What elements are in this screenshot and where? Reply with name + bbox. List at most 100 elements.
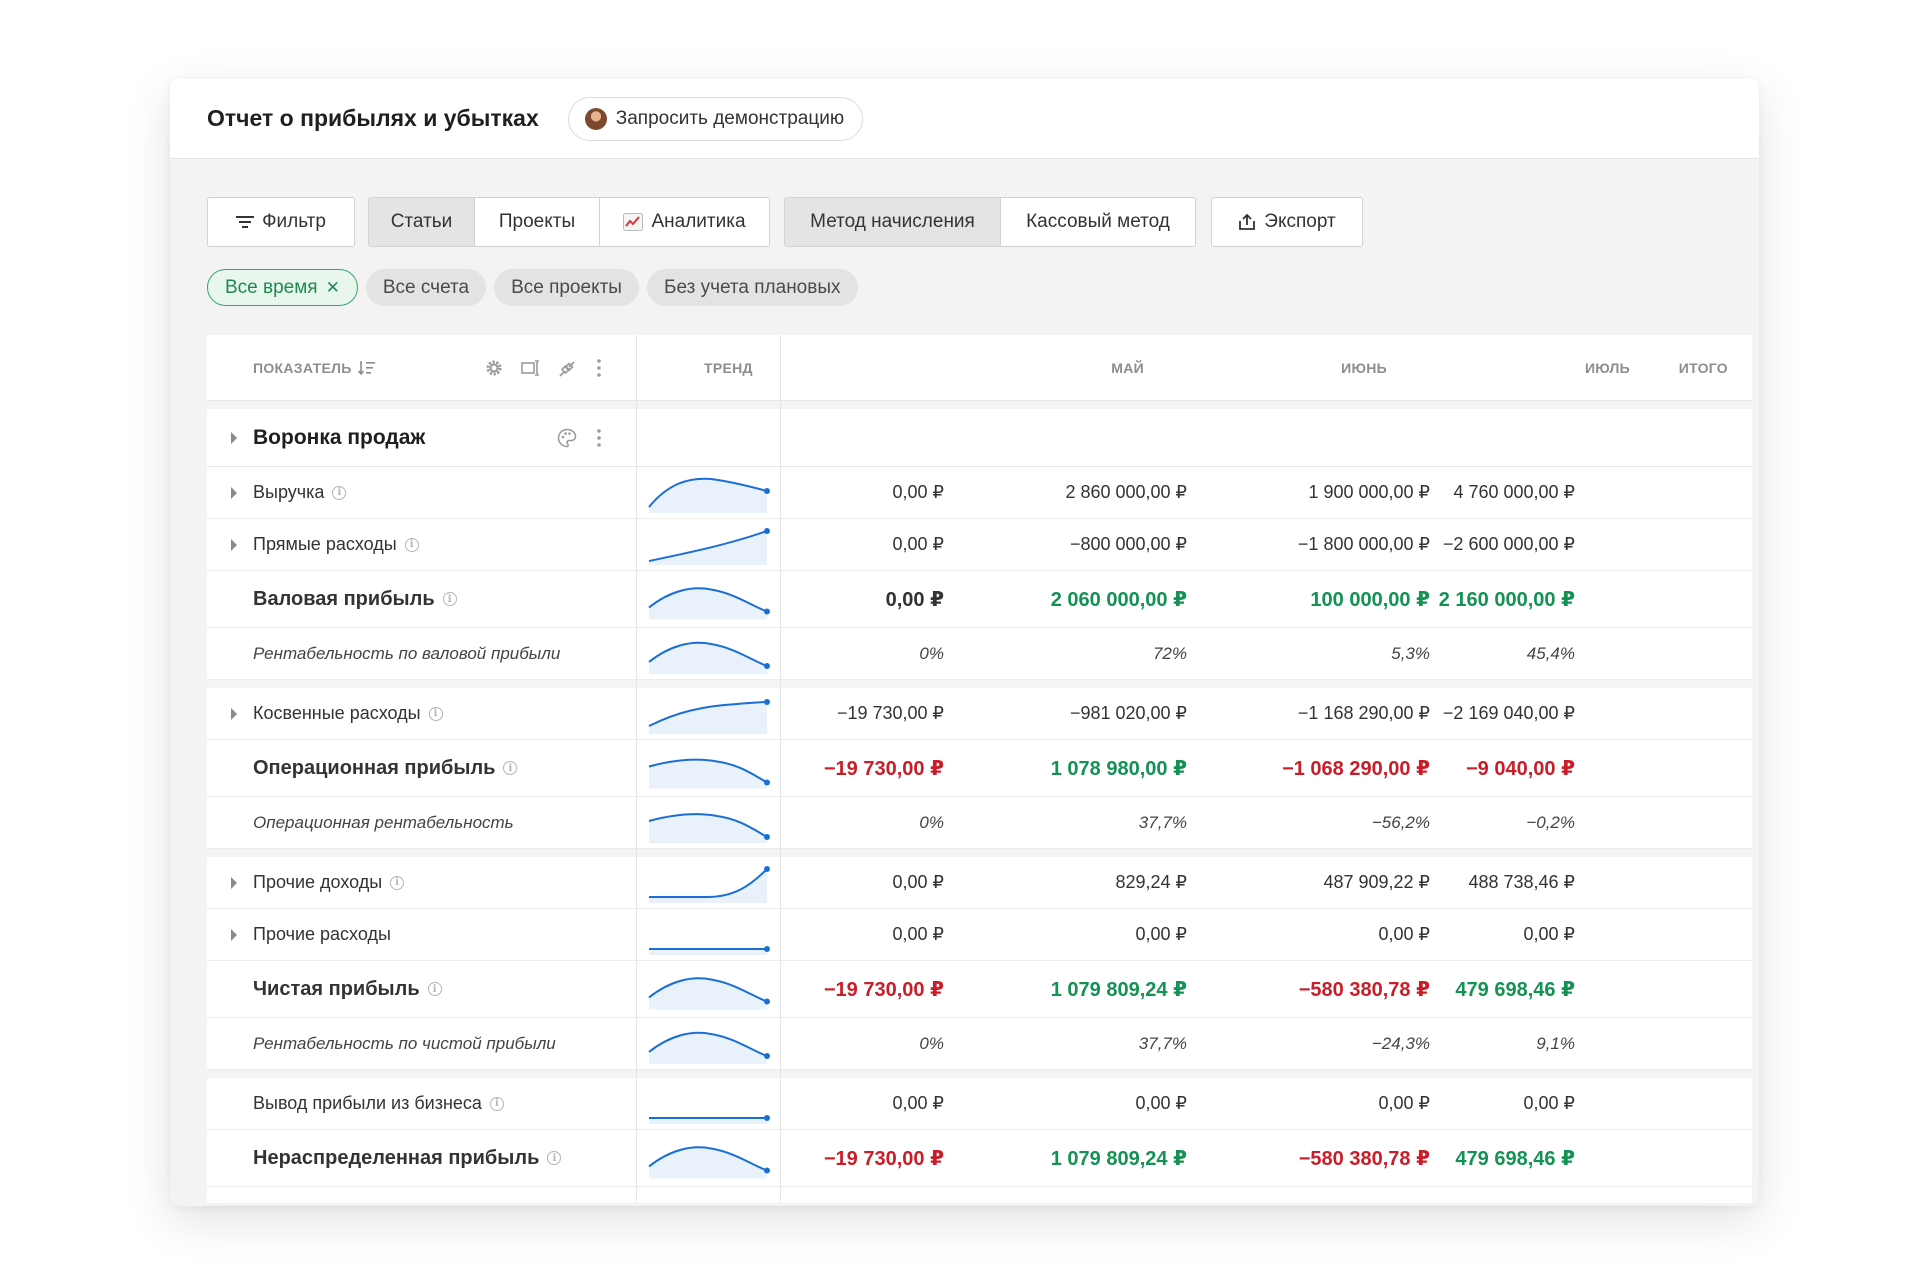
column-july[interactable]: ИЮЛЬ [1430,335,1630,401]
table-row[interactable]: Прямые расходы i 0,00 ₽ −800 000,00 ₽ −1 800… [207,519,1752,571]
value-june[interactable]: 37,7% [1138,1033,1187,1053]
info-icon[interactable]: i [428,706,443,721]
request-demo-button[interactable]: Запросить демонстрацию [567,96,864,141]
value-july[interactable]: −1 168 290,00 ₽ [1297,703,1430,723]
value-total[interactable]: 2 160 000,00 ₽ [1438,588,1575,611]
info-icon[interactable]: i [404,537,419,552]
value-may[interactable]: 0% [919,643,944,663]
section-more-icon[interactable] [596,428,602,453]
filter-button[interactable]: Фильтр [207,197,355,247]
info-icon[interactable]: i [503,761,518,775]
value-may[interactable]: 0,00 ₽ [892,482,945,502]
value-july[interactable]: −580 380,78 ₽ [1298,1147,1430,1170]
section-row[interactable]: Воронка продаж [207,409,1752,467]
value-july[interactable]: 0,00 ₽ [1378,924,1431,944]
table-row[interactable]: Косвенные расходы i −19 730,00 ₽ −981 020,0… [207,688,1752,740]
value-july[interactable]: −580 380,78 ₽ [1298,978,1430,1001]
gear-icon[interactable] [485,359,503,382]
info-icon[interactable]: i [390,875,405,890]
value-may[interactable]: 0,00 ₽ [892,534,945,554]
tab-analytics[interactable]: Аналитика [599,197,770,247]
column-may[interactable]: МАЙ [944,335,1144,401]
info-icon[interactable]: i [489,1096,504,1111]
trend-endpoint [764,946,770,952]
palette-icon[interactable] [557,428,577,453]
value-july[interactable]: −24,3% [1371,1033,1430,1053]
unlink-icon[interactable] [557,359,577,384]
tab-articles[interactable]: Статьи [368,197,475,247]
value-may[interactable]: −19 730,00 ₽ [823,757,944,780]
chevron-right-icon[interactable] [231,928,237,941]
value-total[interactable]: 488 738,46 ₽ [1468,872,1575,892]
page-title: Отчет о прибылях и убытках [207,105,539,131]
value-may[interactable]: −19 730,00 ₽ [836,703,944,723]
value-june[interactable]: 1 079 809,24 ₽ [1050,978,1187,1001]
value-total[interactable]: 9,1% [1536,1033,1575,1053]
value-july[interactable]: 1 900 000,00 ₽ [1308,482,1430,502]
value-june[interactable]: 0,00 ₽ [1135,924,1188,944]
column-width-icon[interactable] [521,359,541,382]
value-june[interactable]: 0,00 ₽ [1135,1093,1188,1113]
chevron-right-icon[interactable] [231,431,237,444]
tab-projects[interactable]: Проекты [474,197,600,247]
tab-cash-method[interactable]: Кассовый метод [1000,197,1196,247]
column-total[interactable]: ИТОГО [1528,335,1728,401]
chip-all-time[interactable]: Все время ✕ [207,269,358,306]
chip-no-planned[interactable]: Без учета плановых [646,269,858,306]
value-june[interactable]: 72% [1152,643,1187,663]
info-icon[interactable]: i [427,982,442,996]
value-june[interactable]: 829,24 ₽ [1115,872,1187,892]
info-icon[interactable]: i [442,592,457,606]
column-june[interactable]: ИЮНЬ [1187,335,1387,401]
value-may[interactable]: 0,00 ₽ [885,588,944,611]
chevron-right-icon[interactable] [231,486,237,499]
value-may[interactable]: 0,00 ₽ [892,1093,945,1113]
value-july[interactable]: −1 068 290,00 ₽ [1282,757,1430,780]
chevron-right-icon[interactable] [231,707,237,720]
value-total[interactable]: −0,2% [1526,812,1575,832]
sort-icon[interactable] [357,360,376,376]
value-total[interactable]: 45,4% [1526,643,1575,663]
export-button[interactable]: Экспорт [1211,197,1363,247]
value-total[interactable]: −2 600 000,00 ₽ [1442,534,1575,554]
chip-all-projects[interactable]: Все проекты [494,269,639,306]
value-july[interactable]: 0,00 ₽ [1378,1093,1431,1113]
value-may[interactable]: 0% [919,812,944,832]
table-row[interactable]: Выручка i 0,00 ₽ 2 860 000,00 ₽ 1 900 000,00… [207,467,1752,519]
value-total[interactable]: −2 169 040,00 ₽ [1442,703,1575,723]
tab-accrual-method[interactable]: Метод начисления [784,197,1001,247]
value-total[interactable]: 479 698,46 ₽ [1455,978,1575,1001]
value-may[interactable]: 0,00 ₽ [892,924,945,944]
chevron-right-icon[interactable] [231,538,237,551]
value-may[interactable]: 0% [919,1033,944,1053]
value-june[interactable]: 37,7% [1138,812,1187,832]
value-may[interactable]: 0,00 ₽ [892,872,945,892]
table-row[interactable]: Прочие расходы 0,00 ₽ 0,00 ₽ 0,00 ₽ 0,00 ₽ [207,909,1752,961]
value-june[interactable]: −981 020,00 ₽ [1069,703,1187,723]
value-june[interactable]: 2 860 000,00 ₽ [1065,482,1187,502]
value-july[interactable]: −56,2% [1371,812,1430,832]
value-july[interactable]: −1 800 000,00 ₽ [1297,534,1430,554]
value-total[interactable]: 4 760 000,00 ₽ [1453,482,1575,502]
value-july[interactable]: 100 000,00 ₽ [1310,588,1430,611]
close-icon[interactable]: ✕ [325,277,340,297]
more-icon[interactable] [596,358,602,383]
value-july[interactable]: 5,3% [1391,643,1430,663]
info-icon[interactable]: i [332,485,347,500]
value-total[interactable]: 479 698,46 ₽ [1455,1147,1575,1170]
value-may[interactable]: −19 730,00 ₽ [823,978,944,1001]
value-total[interactable]: −9 040,00 ₽ [1465,757,1575,780]
value-total[interactable]: 0,00 ₽ [1523,924,1576,944]
table-row[interactable]: Прочие доходы i 0,00 ₽ 829,24 ₽ 487 909,22 ₽… [207,857,1752,909]
value-june[interactable]: −800 000,00 ₽ [1069,534,1187,554]
column-indicator[interactable]: ПОКАЗАТЕЛЬ [253,335,376,401]
info-icon[interactable]: i [547,1151,562,1165]
value-july[interactable]: 487 909,22 ₽ [1323,872,1430,892]
value-total[interactable]: 0,00 ₽ [1523,1093,1576,1113]
value-may[interactable]: −19 730,00 ₽ [823,1147,944,1170]
value-june[interactable]: 1 078 980,00 ₽ [1050,757,1187,780]
value-june[interactable]: 2 060 000,00 ₽ [1050,588,1187,611]
chevron-right-icon[interactable] [231,876,237,889]
value-june[interactable]: 1 079 809,24 ₽ [1050,1147,1187,1170]
chip-all-accounts[interactable]: Все счета [365,269,487,306]
